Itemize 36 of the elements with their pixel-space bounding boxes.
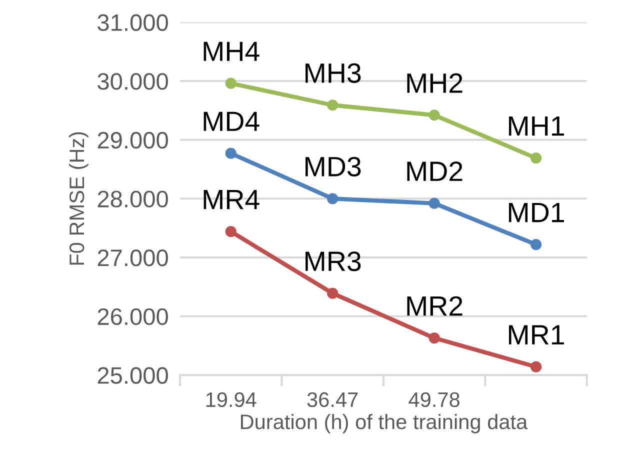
point bbox=[428, 198, 440, 209]
x-axis-title: Duration (h) of the training data bbox=[240, 414, 528, 434]
y-tick-label: 28.000 bbox=[98, 190, 168, 208]
y-tick-label: 26.000 bbox=[98, 308, 168, 326]
y-tick-label: 25.000 bbox=[98, 367, 168, 384]
point bbox=[225, 78, 236, 89]
point bbox=[327, 288, 338, 299]
data-label: MH4 bbox=[204, 42, 260, 61]
data-label: MD3 bbox=[306, 156, 361, 176]
y-tick-label: 29.000 bbox=[98, 132, 168, 149]
data-label: MD2 bbox=[407, 162, 462, 181]
point bbox=[327, 193, 338, 204]
point bbox=[225, 148, 236, 159]
data-label: MR1 bbox=[508, 325, 564, 344]
data-label: MD1 bbox=[508, 202, 564, 222]
point bbox=[225, 226, 236, 238]
y-tick-label: 27.000 bbox=[98, 250, 168, 266]
point bbox=[530, 361, 542, 372]
y-tick-label: 31.000 bbox=[98, 14, 168, 31]
data-label: MR2 bbox=[407, 296, 462, 316]
y-axis-title: F0 RMSE (Hz) bbox=[68, 132, 88, 265]
x-tick-label: 36.47 bbox=[307, 392, 358, 408]
data-label: MH2 bbox=[407, 73, 462, 93]
point bbox=[530, 238, 542, 250]
y-tick-label: 30.000 bbox=[98, 73, 168, 90]
x-tick-label: 49.78 bbox=[408, 392, 460, 408]
x-tick-label: 19.94 bbox=[206, 392, 256, 408]
data-label: MD4 bbox=[204, 112, 260, 131]
point bbox=[530, 152, 542, 164]
data-label: MR3 bbox=[306, 252, 361, 272]
data-label: MH1 bbox=[508, 116, 564, 136]
point bbox=[428, 110, 440, 121]
data-label: MR4 bbox=[204, 190, 260, 210]
point bbox=[327, 100, 338, 111]
point bbox=[428, 332, 440, 344]
data-label: MH3 bbox=[306, 63, 361, 83]
